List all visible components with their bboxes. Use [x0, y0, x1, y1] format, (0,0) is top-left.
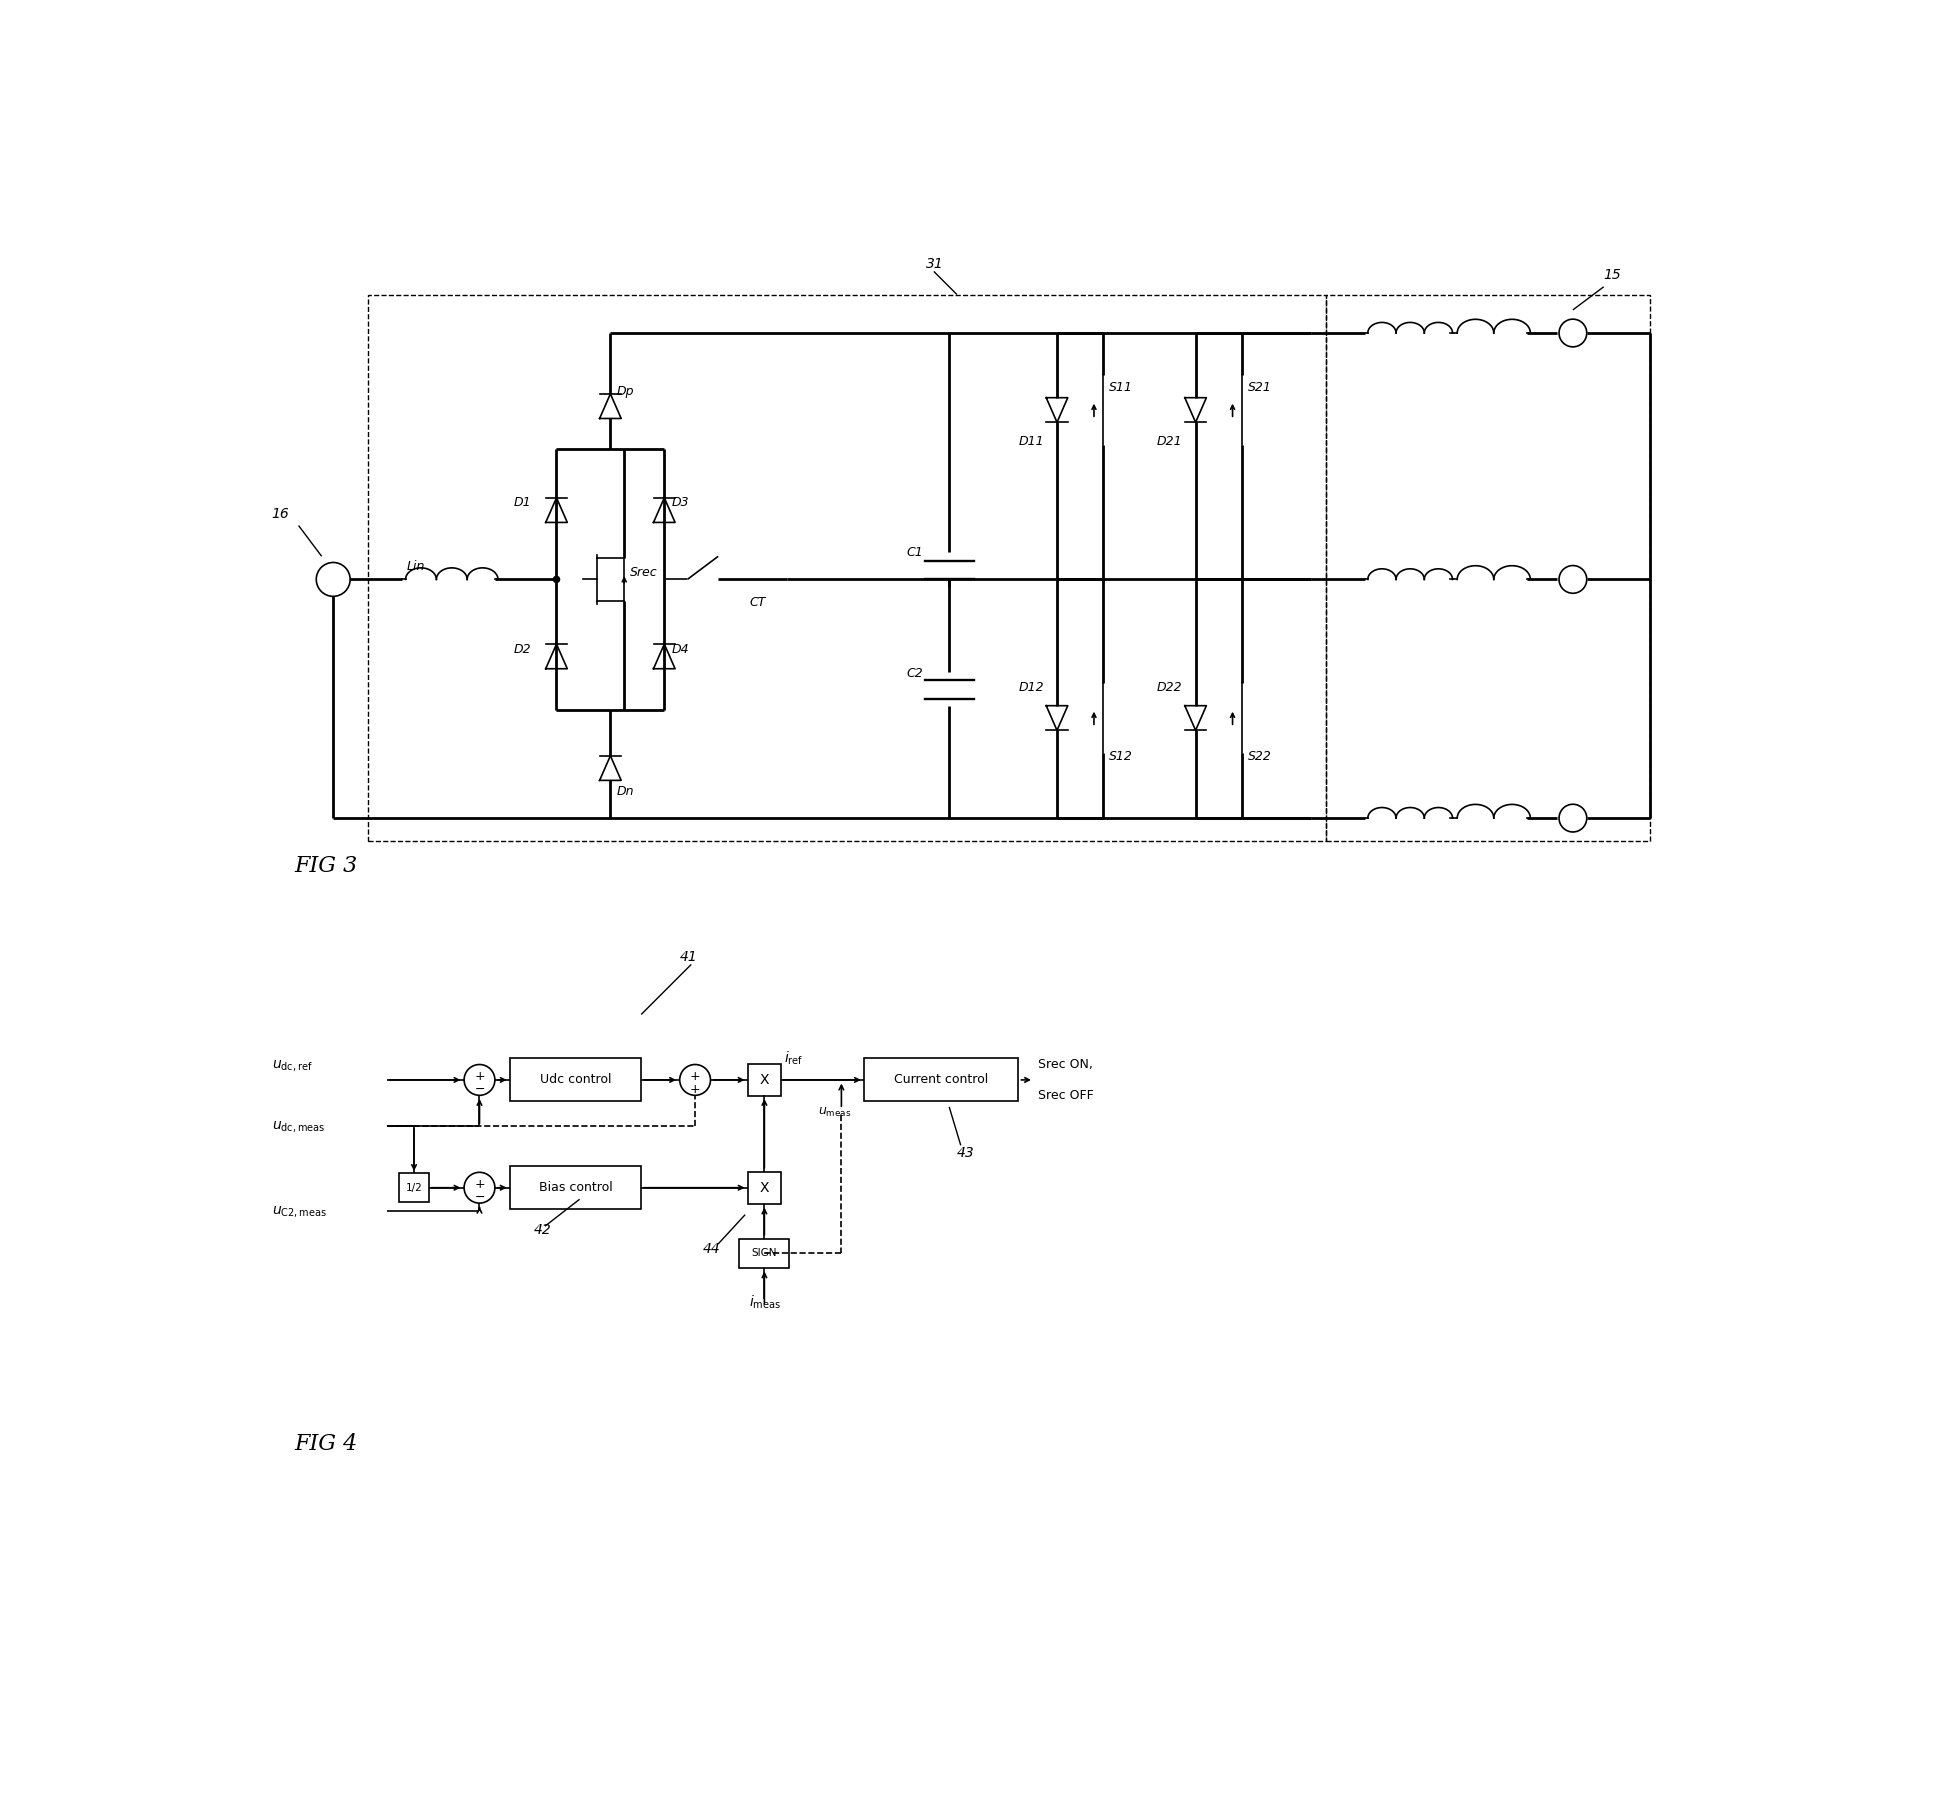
Circle shape: [553, 577, 559, 582]
Bar: [510, 1059, 641, 1102]
Bar: [865, 1059, 1019, 1102]
Text: D22: D22: [1157, 680, 1182, 695]
Text: S22: S22: [1247, 751, 1272, 764]
Text: +: +: [690, 1084, 699, 1097]
Text: $u_{\rm meas}$: $u_{\rm meas}$: [818, 1106, 851, 1119]
Text: D21: D21: [1157, 435, 1182, 447]
Text: D4: D4: [672, 642, 690, 655]
Text: +: +: [690, 1070, 699, 1084]
Text: 1/2: 1/2: [405, 1182, 423, 1193]
Text: D11: D11: [1019, 435, 1044, 447]
Text: 44: 44: [703, 1242, 721, 1257]
Text: $u_{\rm C2,meas}$: $u_{\rm C2,meas}$: [271, 1204, 325, 1221]
Text: 15: 15: [1603, 267, 1621, 282]
Bar: [399, 1173, 429, 1202]
Text: FIG 3: FIG 3: [294, 855, 358, 877]
Text: X: X: [760, 1073, 769, 1088]
Text: Udc control: Udc control: [540, 1073, 612, 1086]
Text: X: X: [760, 1181, 769, 1195]
Text: $i_{\rm meas}$: $i_{\rm meas}$: [748, 1293, 781, 1311]
Text: SIGN: SIGN: [752, 1248, 777, 1259]
Text: S21: S21: [1247, 380, 1272, 393]
Text: C2: C2: [906, 668, 923, 680]
Text: FIG 4: FIG 4: [294, 1433, 358, 1455]
Text: 41: 41: [680, 950, 697, 964]
Text: S11: S11: [1108, 380, 1132, 393]
Text: 31: 31: [925, 256, 943, 271]
Bar: [368, 295, 1327, 840]
Bar: [510, 1166, 641, 1210]
Text: +: +: [473, 1070, 485, 1084]
Text: 16: 16: [271, 508, 288, 520]
Text: −: −: [473, 1191, 485, 1204]
Text: 42: 42: [534, 1222, 551, 1237]
Text: Srec ON,: Srec ON,: [1036, 1059, 1093, 1071]
Text: Current control: Current control: [894, 1073, 988, 1086]
Text: $i_{\rm ref}$: $i_{\rm ref}$: [783, 1050, 803, 1068]
Text: Dp: Dp: [616, 384, 633, 398]
Text: +: +: [473, 1179, 485, 1191]
Text: Bias control: Bias control: [538, 1181, 612, 1195]
Text: D3: D3: [672, 497, 690, 509]
Text: 43: 43: [956, 1146, 974, 1161]
Text: −: −: [473, 1084, 485, 1097]
Bar: [748, 1064, 779, 1097]
Text: D12: D12: [1019, 680, 1044, 695]
Text: $u_{\rm dc,ref}$: $u_{\rm dc,ref}$: [271, 1059, 312, 1073]
Text: D1: D1: [514, 497, 532, 509]
Text: $u_{\rm dc,meas}$: $u_{\rm dc,meas}$: [271, 1121, 325, 1135]
Text: Dn: Dn: [616, 786, 633, 799]
Text: CT: CT: [748, 597, 766, 609]
Text: C1: C1: [906, 546, 923, 558]
Bar: [738, 1239, 789, 1268]
Text: Srec OFF: Srec OFF: [1036, 1090, 1093, 1102]
Text: Lin: Lin: [405, 560, 425, 573]
Text: Srec: Srec: [629, 566, 656, 578]
Text: D2: D2: [514, 642, 532, 655]
Text: S12: S12: [1108, 751, 1132, 764]
Bar: [748, 1171, 779, 1204]
Bar: [1327, 295, 1650, 840]
